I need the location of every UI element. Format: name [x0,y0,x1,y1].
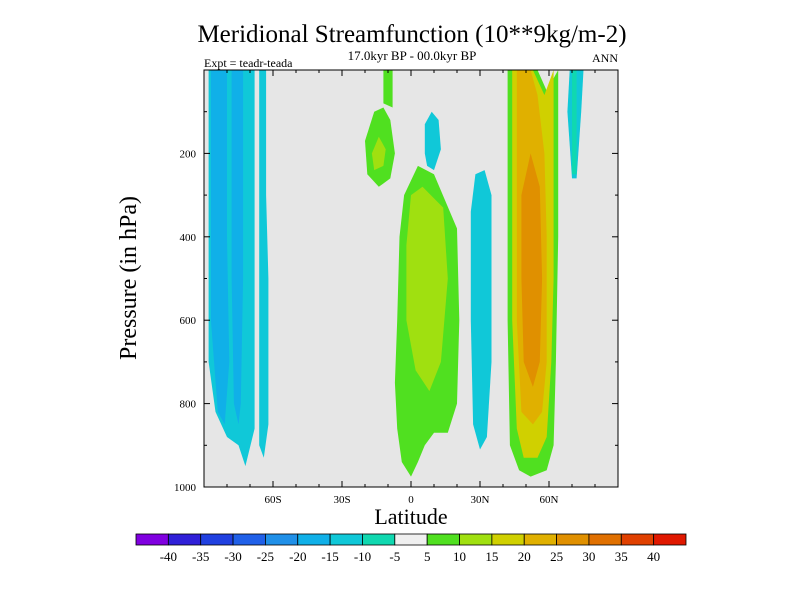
x-tick-label: 60N [540,494,559,506]
contour-trop-upper-right [424,111,441,171]
colorbar-swatch [329,533,363,546]
y-axis-title: Pressure (in hPa) [116,196,142,360]
colorbar-level-label: 25 [550,549,563,564]
season-label: ANN [592,51,618,65]
colorbar-swatch [200,533,234,546]
colorbar-level-label: 10 [453,549,466,564]
colorbar-swatch [362,533,396,546]
colorbar-swatch [297,533,331,546]
colorbar-swatch [653,533,687,546]
colorbar-level-label: 15 [485,549,498,564]
colorbar-level-label: -15 [321,549,338,564]
x-tick-label: 30S [333,494,350,506]
colorbar-swatch [459,533,493,546]
colorbar-level-label: 35 [615,549,628,564]
colorbar-level-label: 30 [582,549,595,564]
colorbar-swatch [232,533,266,546]
colorbar-swatch [265,533,299,546]
colorbar-swatch [556,533,590,546]
colorbar-swatch [426,533,460,546]
contour-sh-polar-core [210,70,230,425]
x-tick-label: 60S [264,494,281,506]
contour-nh-polar-inner [572,70,577,175]
colorbar-level-label: -5 [389,549,400,564]
contour-trop-main-core [406,186,448,392]
colorbar-swatch [588,533,622,546]
contour-layer [208,70,584,477]
x-tick-label: 0 [408,494,414,506]
x-tick-label: 30N [471,494,490,506]
chart-subtitle: 17.0kyr BP - 00.0kyr BP [348,48,477,63]
y-tick-label: 600 [180,315,197,327]
y-tick-label: 800 [180,399,197,411]
colorbar-level-label: 20 [518,549,531,564]
colorbar-level-label: -20 [289,549,306,564]
contour-trop-left-column [383,70,393,108]
experiment-label: Expt = teadr-teada [204,56,293,70]
axis-ticks: 60S 30S 0 30N 60N 200 400 600 800 1000 [174,70,618,506]
colorbar-swatch [167,533,202,546]
colorbar-level-label: 5 [424,549,431,564]
contour-sh-mid-cell [259,70,269,458]
y-tick-label: 400 [180,232,197,244]
contour-trop-upper-core [371,136,386,171]
colorbar-swatch [523,533,557,546]
colorbar-swatch [491,533,525,546]
contour-subtrop-cell [470,170,492,450]
contour-sh-mid-core [231,70,244,425]
colorbar-level-label: -35 [192,549,209,564]
y-tick-label: 1000 [174,482,197,494]
colorbar-swatch [620,533,655,546]
colorbar-swatch [135,533,169,546]
colorbar-swatch [394,533,428,546]
chart-title: Meridional Streamfunction (10**9kg/m-2) [197,21,626,48]
colorbar-level-label: 40 [647,549,660,564]
colorbar: -40 -35 -30 -25 -20 -15 -10 -5 5 10 15 20 25 30 35 40 [135,533,687,564]
x-axis-title: Latitude [374,504,447,529]
contour-nh-mid-orange [521,153,543,387]
colorbar-level-label: -40 [160,549,177,564]
colorbar-level-label: -25 [257,549,274,564]
y-tick-label: 200 [180,148,197,160]
colorbar-level-label: -10 [354,549,371,564]
colorbar-level-label: -30 [224,549,241,564]
